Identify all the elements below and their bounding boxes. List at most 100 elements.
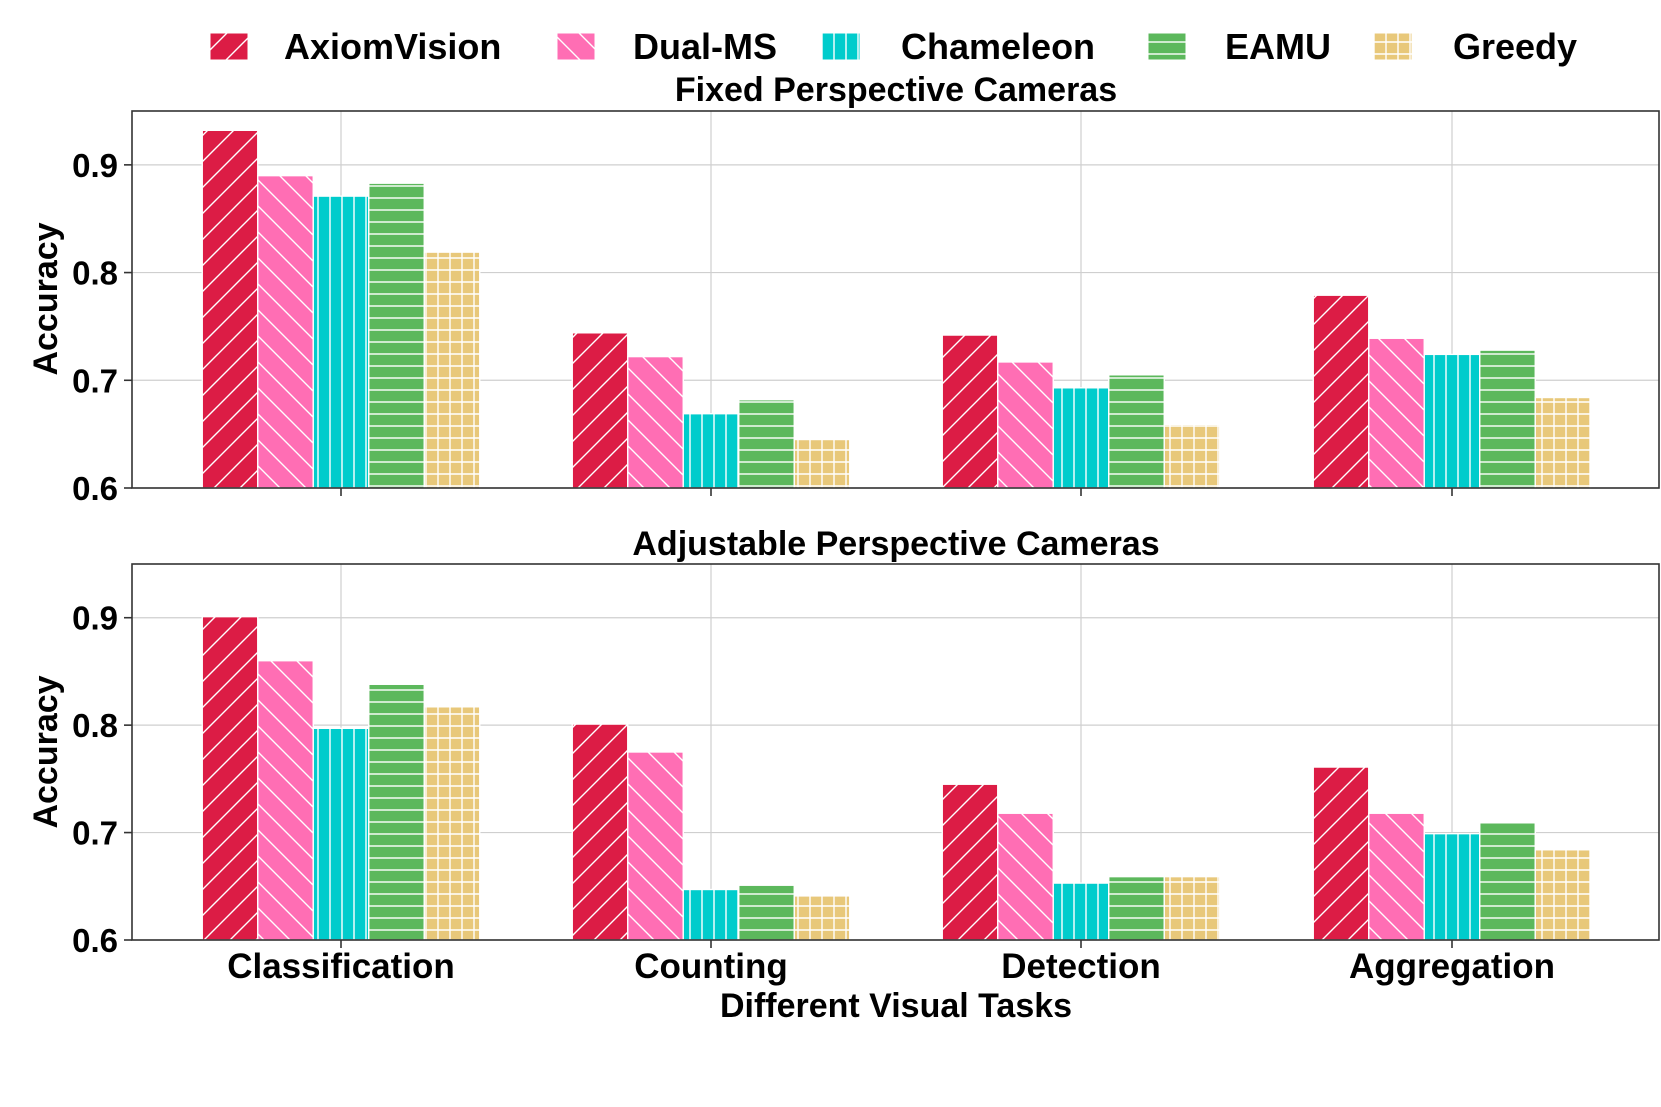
legend-label-eamu: EAMU xyxy=(1225,26,1331,67)
y-tick-label: 0.9 xyxy=(72,147,118,184)
y-tick-label: 0.9 xyxy=(72,600,118,637)
bar-eamu-counting xyxy=(738,399,795,489)
bar-eamu-classification xyxy=(368,683,425,941)
bar-hatch xyxy=(1534,849,1592,941)
legend-label-greedy: Greedy xyxy=(1453,26,1577,67)
bar-dual-ms-classification xyxy=(257,660,314,941)
panel-fixed-perspective-cameras: Fixed Perspective Cameras 0.6 0.7 0.8 0.9 A… xyxy=(27,71,1660,507)
bar-hatch xyxy=(257,175,314,489)
bar-greedy-classification xyxy=(423,706,481,941)
bar-dual-ms-detection xyxy=(997,361,1054,489)
bar-hatch xyxy=(793,438,851,489)
bar-eamu-detection xyxy=(1108,374,1165,489)
panel-adjustable-perspective-cameras: Adjustable Perspective Cameras 0.6 0.7 0.8… xyxy=(27,525,1660,1025)
legend-swatch-hatch xyxy=(1373,32,1413,61)
chart-legend: AxiomVision Dual-MS Chameleon EAMU Greedy xyxy=(209,26,1577,67)
bar-hatch xyxy=(627,355,684,489)
bar-greedy-detection xyxy=(1163,423,1221,489)
bar-hatch xyxy=(423,251,481,489)
bar-chameleon-counting xyxy=(682,413,740,489)
bar-hatch xyxy=(1312,294,1370,489)
bar-hatch xyxy=(1312,766,1370,941)
x-tick-label-classification: Classification xyxy=(227,947,455,986)
bar-axiomvision-detection xyxy=(941,334,999,489)
legend-item-greedy: Greedy xyxy=(1373,26,1577,67)
bar-hatch xyxy=(1163,423,1221,489)
bar-axiomvision-aggregation xyxy=(1312,294,1370,489)
bar-hatch xyxy=(1163,876,1221,941)
bar-hatch xyxy=(1108,374,1165,489)
bar-hatch xyxy=(1368,812,1425,941)
y-axis-label-fixed: Accuracy xyxy=(27,222,65,375)
bar-hatch xyxy=(423,706,481,941)
bar-eamu-counting xyxy=(738,884,795,941)
x-axis-label: Different Visual Tasks xyxy=(720,987,1072,1025)
bar-hatch xyxy=(368,683,425,941)
bar-hatch xyxy=(312,727,370,941)
bar-hatch xyxy=(682,413,740,489)
legend-label-axiomvision: AxiomVision xyxy=(284,26,501,67)
bar-hatch xyxy=(368,182,425,489)
bar-greedy-aggregation xyxy=(1534,849,1592,941)
panel-title-adjustable: Adjustable Perspective Cameras xyxy=(632,525,1159,563)
bar-eamu-aggregation xyxy=(1479,349,1536,489)
bar-chameleon-counting xyxy=(682,888,740,941)
legend-swatch-hatch xyxy=(209,32,249,61)
bar-hatch xyxy=(201,129,259,489)
bar-hatch xyxy=(738,884,795,941)
bar-hatch xyxy=(627,751,684,941)
legend-label-chameleon: Chameleon xyxy=(901,26,1095,67)
x-tick-label-aggregation: Aggregation xyxy=(1349,947,1555,986)
bar-eamu-detection xyxy=(1108,876,1165,941)
bar-hatch xyxy=(571,723,629,941)
bar-greedy-aggregation xyxy=(1534,396,1592,489)
bar-axiomvision-aggregation xyxy=(1312,766,1370,941)
panel-title-fixed: Fixed Perspective Cameras xyxy=(675,71,1117,109)
bar-hatch xyxy=(1479,349,1536,489)
legend-item-axiomvision: AxiomVision xyxy=(209,26,501,67)
legend-swatch-hatch xyxy=(1147,32,1187,61)
bar-axiomvision-counting xyxy=(571,723,629,941)
plot-frame xyxy=(131,110,1660,489)
bar-chameleon-aggregation xyxy=(1423,353,1481,489)
bar-greedy-counting xyxy=(793,895,851,941)
y-tick-label: 0.8 xyxy=(72,707,118,744)
bar-axiomvision-detection xyxy=(941,783,999,941)
bar-hatch xyxy=(738,399,795,489)
y-axis-label-adjustable: Accuracy xyxy=(27,675,65,828)
bar-dual-ms-aggregation xyxy=(1368,337,1425,489)
bar-hatch xyxy=(941,334,999,489)
bar-hatch xyxy=(257,660,314,941)
bar-chameleon-detection xyxy=(1052,387,1110,489)
legend-swatch-hatch xyxy=(556,32,596,61)
legend-item-dual-ms: Dual-MS xyxy=(556,26,777,67)
bar-chameleon-detection xyxy=(1052,882,1110,941)
bar-eamu-aggregation xyxy=(1479,822,1536,941)
bar-hatch xyxy=(941,783,999,941)
y-tick-label: 0.8 xyxy=(72,255,118,292)
bar-hatch xyxy=(312,195,370,489)
bar-axiomvision-counting xyxy=(571,332,629,489)
bar-hatch xyxy=(1423,353,1481,489)
bar-hatch xyxy=(1108,876,1165,941)
bar-hatch xyxy=(1052,882,1110,941)
bar-greedy-counting xyxy=(793,438,851,489)
bar-chameleon-classification xyxy=(312,727,370,941)
bar-hatch xyxy=(793,895,851,941)
legend-label-dual-ms: Dual-MS xyxy=(633,26,777,67)
y-tick-label: 0.6 xyxy=(72,470,118,507)
bar-axiomvision-classification xyxy=(201,129,259,489)
bar-dual-ms-aggregation xyxy=(1368,812,1425,941)
bar-hatch xyxy=(571,332,629,489)
bar-hatch xyxy=(997,812,1054,941)
y-tick-label: 0.6 xyxy=(72,922,118,959)
legend-item-eamu: EAMU xyxy=(1147,26,1331,67)
bar-hatch xyxy=(201,616,259,941)
bar-hatch xyxy=(1479,822,1536,941)
plot-frame xyxy=(131,563,1660,941)
bar-hatch xyxy=(997,361,1054,489)
bar-chameleon-aggregation xyxy=(1423,833,1481,941)
bar-hatch xyxy=(1423,833,1481,941)
bar-dual-ms-classification xyxy=(257,175,314,489)
